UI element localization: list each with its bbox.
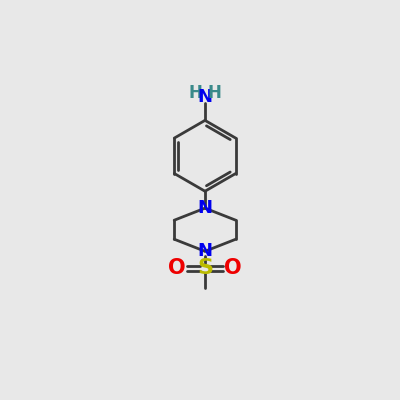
Text: S: S xyxy=(197,258,213,278)
Text: N: N xyxy=(198,88,212,106)
Text: N: N xyxy=(198,199,212,217)
Text: H: H xyxy=(207,84,221,102)
Text: N: N xyxy=(198,242,212,260)
Text: H: H xyxy=(189,84,203,102)
Text: O: O xyxy=(224,258,242,278)
Text: O: O xyxy=(168,258,186,278)
